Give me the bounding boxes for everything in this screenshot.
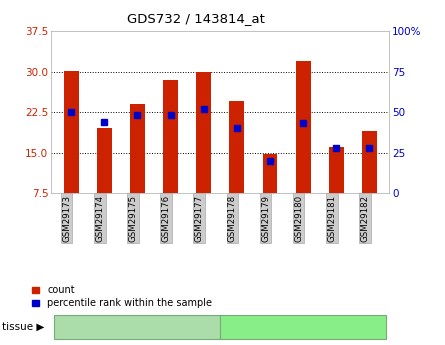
Text: GSM29180: GSM29180 <box>294 195 303 242</box>
Text: GSM29179: GSM29179 <box>261 195 270 242</box>
Text: whole organism: whole organism <box>262 322 345 332</box>
Bar <box>64 71 78 193</box>
Text: GDS732 / 143814_at: GDS732 / 143814_at <box>127 12 265 25</box>
Text: GSM29181: GSM29181 <box>328 195 336 242</box>
Text: GSM29178: GSM29178 <box>228 195 237 242</box>
Text: GSM29182: GSM29182 <box>360 195 369 242</box>
Text: GSM29176: GSM29176 <box>162 195 170 242</box>
Bar <box>229 101 244 193</box>
Text: Malpighian tubule: Malpighian tubule <box>90 322 184 332</box>
Bar <box>130 104 145 193</box>
Bar <box>329 147 344 193</box>
Text: GSM29175: GSM29175 <box>129 195 138 242</box>
Bar <box>97 128 112 193</box>
Text: tissue ▶: tissue ▶ <box>2 322 44 332</box>
Text: GSM29173: GSM29173 <box>62 195 71 242</box>
Legend: count, percentile rank within the sample: count, percentile rank within the sample <box>32 285 212 308</box>
Bar <box>362 131 377 193</box>
Text: GSM29174: GSM29174 <box>95 195 104 242</box>
Bar <box>296 61 311 193</box>
Bar <box>196 71 211 193</box>
Bar <box>263 154 278 193</box>
Text: GSM29177: GSM29177 <box>195 195 204 242</box>
Bar <box>163 80 178 193</box>
